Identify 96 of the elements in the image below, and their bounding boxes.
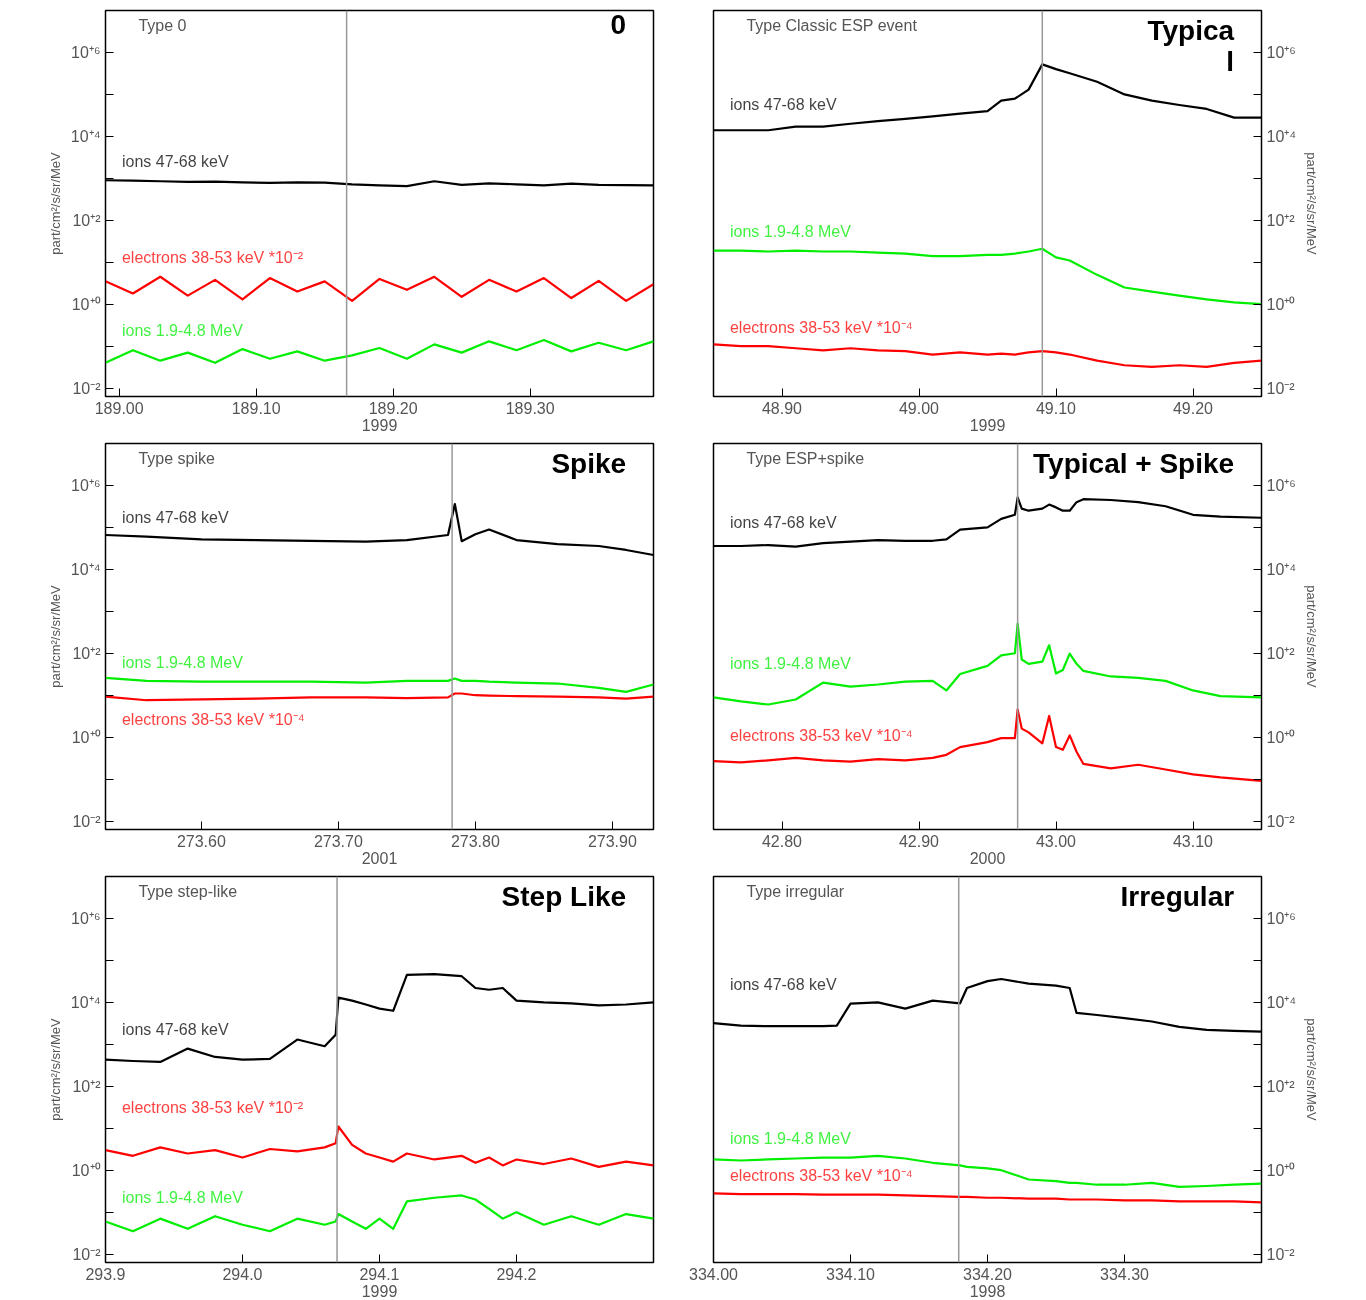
y-tick-label: 10⁻² [72,812,102,830]
x-tick-label: 43.00 [1035,832,1077,850]
x-tick-label: 43.10 [1172,832,1214,850]
annotation: Type irregular [746,882,845,900]
y-tick-label: 10⁺² [72,644,102,662]
y-axis-title: part/cm²/s/sr/MeV [1304,585,1320,689]
x-tick-label: 42.90 [898,832,940,850]
series-label: ions 1.9-4.8 MeV [121,653,244,671]
y-tick-label: 10⁺² [1266,1077,1296,1095]
annotation: Step Like [501,880,627,912]
annotation: Typica l [1147,14,1235,77]
y-tick-label: 10⁺⁶ [1266,476,1296,494]
y-tick-label: 10⁺² [72,1077,102,1095]
x-tick-label: 49.20 [1172,399,1214,417]
y-tick-label: 10⁺⁴ [70,993,101,1011]
series-label: ions 47-68 keV [729,976,837,994]
y-tick-label: 10⁺⁶ [71,909,101,927]
series-label: ions 1.9-4.8 MeV [121,1188,244,1206]
annotation: 0 [610,8,627,40]
x-tick-label: 189.20 [368,399,418,417]
y-tick-label: 10⁺⁶ [1266,43,1296,61]
series-label: electrons 38-53 keV *10⁻⁴ [729,318,913,336]
annotation: Type ESP+spike [746,449,865,467]
x-tick-label: 49.00 [898,399,940,417]
x-tick-label: 273.80 [450,832,500,850]
series-label: ions 1.9-4.8 MeV [729,223,852,241]
y-tick-label: 10⁺⁰ [1266,728,1296,746]
x-tick-label: 48.90 [761,399,803,417]
series-label: ions 47-68 keV [121,153,229,171]
y-axis-title: part/cm²/s/sr/MeV [47,151,63,255]
series-label: ions 47-68 keV [121,509,229,527]
x-tick-label: 189.00 [94,399,144,417]
annotation: Type step-like [138,882,238,900]
x-axis-title: 1999 [969,416,1006,434]
series-label: ions 47-68 keV [121,1021,229,1039]
y-axis-title: part/cm²/s/sr/MeV [1304,1018,1320,1122]
annotation: Type Classic ESP event [746,16,918,34]
y-tick-label: 10⁺⁰ [71,728,101,746]
x-tick-label: 294.1 [359,1265,400,1283]
x-tick-label: 293.9 [85,1265,126,1283]
annotation: Spike [551,447,627,479]
y-tick-label: 10⁻² [72,1245,102,1263]
y-tick-label: 10⁺⁴ [1266,127,1297,145]
x-axis-title: 1999 [361,416,398,434]
x-tick-label: 294.2 [496,1265,537,1283]
y-tick-label: 10⁺² [72,211,102,229]
x-tick-label: 334.00 [689,1265,739,1283]
y-axis-title: part/cm²/s/sr/MeV [47,1017,63,1121]
y-tick-label: 10⁺⁰ [71,1161,101,1179]
y-tick-label: 10⁺⁶ [1266,909,1296,927]
text: electrons 38-53 keV *10⁻² [121,1099,304,1117]
x-tick-label: 273.90 [587,832,637,850]
series-label: electrons 38-53 keV *10⁻⁴ [729,1166,913,1184]
y-axis-title: part/cm²/s/sr/MeV [1304,152,1320,256]
series-label: ions 1.9-4.8 MeV [121,321,244,339]
y-tick-label: 10⁻² [1266,379,1296,397]
y-tick-label: 10⁺² [1266,211,1296,229]
x-tick-label: 334.10 [826,1265,876,1283]
y-axis-title: part/cm²/s/sr/MeV [47,584,63,688]
series-label: electrons 38-53 keV *10⁻⁴ [729,727,913,745]
y-tick-label: 10⁺⁰ [1266,295,1296,313]
series-label: ions 47-68 keV [729,514,837,532]
y-tick-label: 10⁺⁶ [71,476,101,494]
series-label: ions 1.9-4.8 MeV [729,655,852,673]
annotation: Type 0 [138,16,187,34]
x-axis-title: 2000 [969,849,1006,867]
x-tick-label: 273.70 [313,832,363,850]
y-tick-label: 10⁻² [72,379,102,397]
annotation: Typical + Spike [1033,447,1235,479]
x-tick-label: 42.80 [761,832,803,850]
annotation: Type spike [138,449,215,467]
y-tick-label: 10⁻² [1266,812,1296,830]
series-label: ions 47-68 keV [729,96,837,114]
x-axis-title: 2001 [361,849,398,867]
y-tick-label: 10⁻² [1266,1245,1296,1263]
annotation: Irregular [1120,880,1235,912]
x-tick-label: 294.0 [222,1265,263,1283]
y-tick-label: 10⁺⁶ [71,43,101,61]
y-tick-label: 10⁺⁴ [1266,993,1297,1011]
y-tick-label: 10⁺⁴ [70,560,101,578]
y-tick-label: 10⁺⁰ [1266,1161,1296,1179]
x-tick-label: 189.30 [505,399,555,417]
x-tick-label: 49.10 [1035,399,1077,417]
y-tick-label: 10⁺⁴ [70,127,101,145]
series-label: ions 1.9-4.8 MeV [729,1130,852,1148]
x-tick-label: 189.10 [231,399,281,417]
y-tick-label: 10⁺⁴ [1266,560,1297,578]
y-tick-label: 10⁺⁰ [71,295,101,313]
y-tick-label: 10⁺² [1266,644,1296,662]
x-tick-label: 334.30 [1100,1265,1150,1283]
x-axis-title: 1999 [361,1282,398,1300]
x-tick-label: 273.60 [176,832,226,850]
series-label: electrons 38-53 keV *10⁻² [121,249,304,267]
series-label: electrons 38-53 keV *10⁻⁴ [121,710,305,728]
x-axis-title: 1998 [969,1282,1006,1300]
x-tick-label: 334.20 [963,1265,1013,1283]
